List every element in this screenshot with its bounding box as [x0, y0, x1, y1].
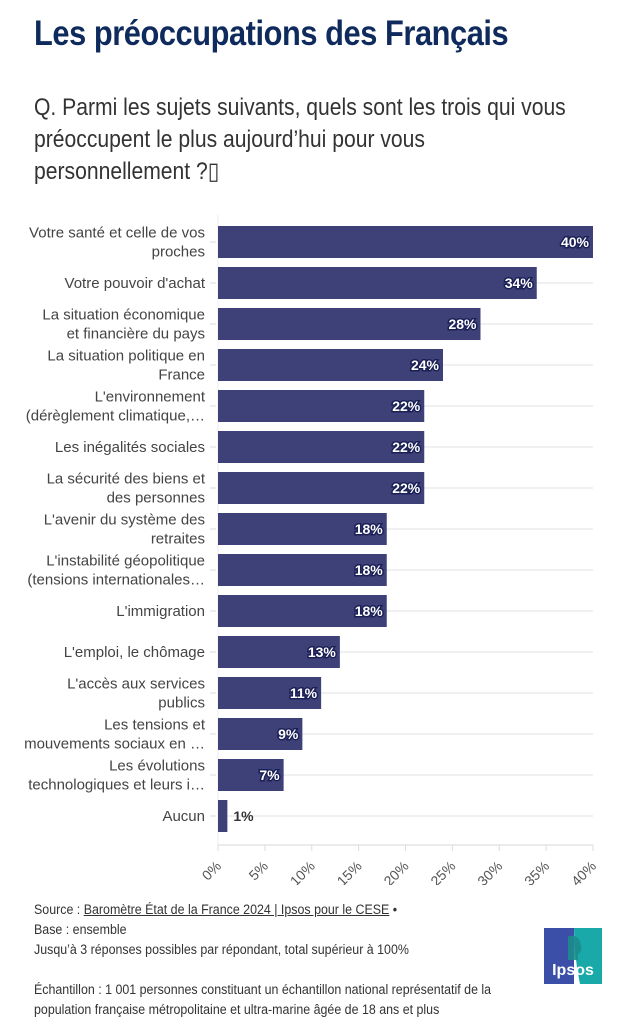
x-tick-label: 30% — [474, 858, 505, 885]
category-label: Aucun — [162, 808, 205, 825]
x-tick-label: 15% — [334, 858, 365, 885]
x-tick-label: 40% — [568, 858, 599, 885]
logo-head-icon — [568, 935, 582, 960]
category-label-line: L'emploi, le chômage — [64, 644, 205, 661]
category-label: La situation politique en France — [47, 348, 205, 384]
category-label: L'instabilité géopolitique (tensions inte… — [27, 553, 205, 589]
category-label-line: L'instabilité géopolitique — [46, 553, 205, 570]
category-label: Les tensions et mouvements sociaux en … — [24, 717, 206, 753]
category-label-line: La sécurité des biens et — [47, 471, 206, 488]
value-label: 18% — [355, 562, 384, 578]
category-label-line: Les inégalités sociales — [55, 439, 205, 456]
logo-text: Ipsos — [552, 962, 594, 979]
value-label: 1% — [233, 808, 254, 824]
bar — [218, 513, 387, 545]
bar — [218, 718, 303, 750]
category-label-line: La situation économique — [42, 307, 205, 324]
bar — [218, 267, 537, 299]
category-label-line: France — [158, 367, 205, 384]
category-label-line: L'environnement — [95, 389, 206, 406]
category-label-line: L'avenir du système des — [44, 512, 205, 529]
category-label-line: retraites — [151, 531, 205, 548]
bar — [218, 349, 443, 381]
category-label-line: mouvements sociaux en … — [24, 736, 205, 753]
bar — [218, 472, 425, 504]
footer: Source : Baromètre État de la France 202… — [34, 900, 549, 1020]
value-label: 24% — [411, 357, 440, 373]
bar — [218, 226, 593, 258]
source-prefix: Source : — [34, 902, 84, 917]
category-label-line: technologiques et leurs i… — [28, 777, 205, 794]
category-label: L'emploi, le chômage — [64, 644, 205, 661]
x-tick-label: 0% — [198, 858, 224, 884]
category-label-line: publics — [158, 695, 205, 712]
value-label: 22% — [392, 480, 421, 496]
x-tick-label: 25% — [427, 858, 458, 885]
bar — [218, 554, 387, 586]
source-line: Source : Baromètre État de la France 202… — [34, 900, 549, 920]
category-label: Votre pouvoir d'achat — [65, 275, 206, 292]
category-label: La sécurité des biens et des personnes — [47, 471, 206, 507]
category-label-line: Votre pouvoir d'achat — [65, 275, 206, 292]
source-suffix: • — [389, 902, 398, 917]
bar — [218, 595, 387, 627]
category-label-line: proches — [152, 244, 205, 261]
value-label: 18% — [355, 603, 384, 619]
bar — [218, 308, 481, 340]
category-label: Les inégalités sociales — [55, 439, 205, 456]
category-label-line: Les tensions et — [104, 717, 206, 734]
sample-text: Échantillon : 1 001 personnes constituan… — [34, 982, 492, 1017]
bar — [218, 800, 228, 832]
note-text: Jusqu’à 3 réponses possibles par réponda… — [34, 942, 409, 957]
value-label: 22% — [392, 398, 421, 414]
value-label: 7% — [259, 767, 280, 783]
logo-right-panel — [574, 928, 602, 984]
category-label-line: Votre santé et celle de vos — [29, 225, 205, 242]
survey-question: Q. Parmi les sujets suivants, quels sont… — [34, 94, 566, 185]
category-label-line: Aucun — [162, 808, 205, 825]
category-label: Les évolutions technologiques et leurs i… — [28, 758, 205, 794]
bar — [218, 431, 425, 463]
bar — [218, 636, 340, 668]
category-label-line: La situation politique en — [47, 348, 205, 365]
bar — [218, 677, 322, 709]
category-label: L'avenir du système des retraites — [44, 512, 205, 548]
x-tick-label: 35% — [521, 858, 552, 885]
value-label: 40% — [561, 234, 590, 250]
category-label-line: et financière du pays — [67, 326, 205, 343]
chart-title: Les préoccupations des Français — [34, 14, 509, 53]
x-tick-label: 20% — [380, 858, 411, 885]
value-label: 18% — [355, 521, 384, 537]
value-label: 13% — [308, 644, 337, 660]
x-tick-label: 5% — [245, 858, 271, 884]
category-label-line: des personnes — [107, 490, 205, 507]
bar — [218, 390, 425, 422]
bar — [218, 759, 284, 791]
base-text: Base : ensemble — [34, 922, 127, 937]
value-label: 34% — [505, 275, 534, 291]
category-label: La situation économique et financière du … — [42, 307, 205, 343]
category-label-line: L'immigration — [116, 603, 205, 620]
category-label-line: Les évolutions — [109, 758, 205, 775]
value-label: 11% — [290, 685, 318, 701]
category-label: L'environnement (dérèglement climatique,… — [26, 389, 206, 425]
value-label: 22% — [392, 439, 421, 455]
ipsos-logo: Ipsos — [544, 928, 602, 984]
category-label: L'accès aux services publics — [67, 676, 205, 712]
category-label-line: (dérèglement climatique,… — [26, 408, 205, 425]
category-label-line: (tensions internationales… — [27, 572, 205, 589]
value-label: 9% — [278, 726, 299, 742]
bar-chart: Votre santé et celle de vos proches 40% Vot… — [24, 215, 599, 885]
x-tick-label: 10% — [287, 858, 318, 885]
category-label: Votre santé et celle de vos proches — [29, 225, 205, 261]
value-label: 28% — [448, 316, 477, 332]
source-link[interactable]: Baromètre État de la France 2024 | Ipsos… — [83, 902, 390, 917]
category-label-line: L'accès aux services — [67, 676, 205, 693]
category-label: L'immigration — [116, 603, 205, 620]
